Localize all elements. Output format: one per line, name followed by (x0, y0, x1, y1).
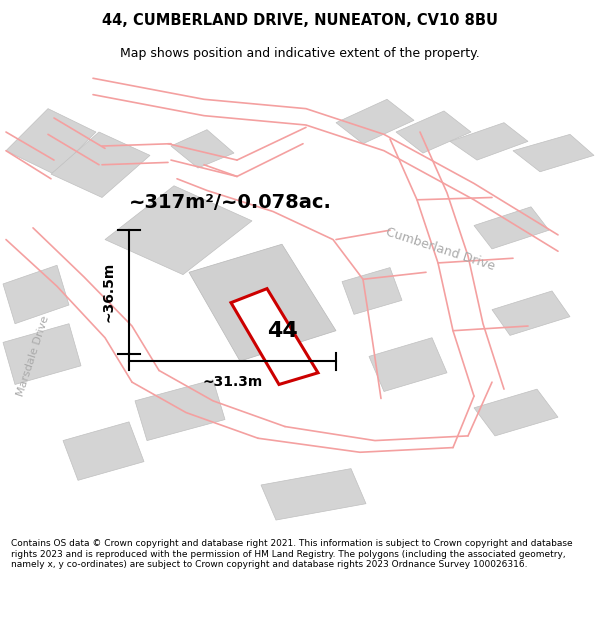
Text: Marsdale Drive: Marsdale Drive (15, 315, 51, 398)
Text: 44: 44 (266, 321, 298, 341)
Polygon shape (51, 132, 150, 198)
Polygon shape (189, 244, 336, 361)
Polygon shape (3, 324, 81, 384)
Polygon shape (342, 268, 402, 314)
Polygon shape (513, 134, 594, 172)
Polygon shape (231, 289, 318, 384)
Polygon shape (135, 380, 225, 441)
Polygon shape (492, 291, 570, 336)
Polygon shape (3, 265, 69, 324)
Text: ~31.3m: ~31.3m (202, 375, 263, 389)
Polygon shape (396, 111, 471, 153)
Polygon shape (63, 422, 144, 480)
Text: ~36.5m: ~36.5m (102, 262, 116, 322)
Polygon shape (474, 389, 558, 436)
Text: ~317m²/~0.078ac.: ~317m²/~0.078ac. (129, 192, 332, 212)
Polygon shape (6, 109, 96, 174)
Polygon shape (105, 186, 252, 274)
Polygon shape (171, 129, 234, 168)
Polygon shape (474, 207, 549, 249)
Polygon shape (261, 469, 366, 520)
Text: Contains OS data © Crown copyright and database right 2021. This information is : Contains OS data © Crown copyright and d… (11, 539, 572, 569)
Polygon shape (336, 99, 414, 144)
Polygon shape (369, 338, 447, 391)
Polygon shape (450, 122, 528, 160)
Text: 44, CUMBERLAND DRIVE, NUNEATON, CV10 8BU: 44, CUMBERLAND DRIVE, NUNEATON, CV10 8BU (102, 12, 498, 28)
Text: Map shows position and indicative extent of the property.: Map shows position and indicative extent… (120, 48, 480, 61)
Text: Cumberland Drive: Cumberland Drive (384, 225, 496, 272)
